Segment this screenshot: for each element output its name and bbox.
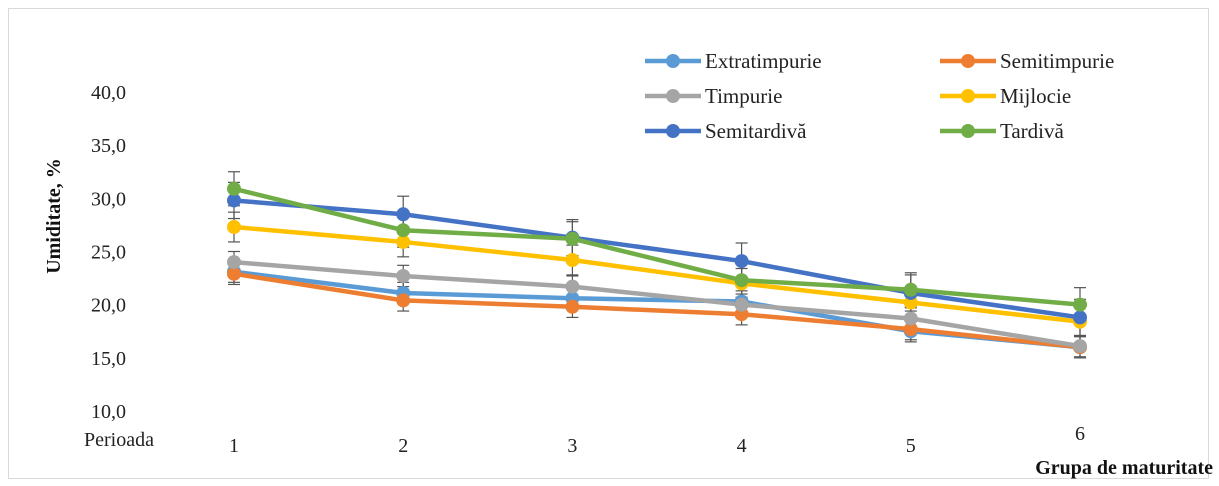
legend-label: Tardivă [1000, 119, 1065, 143]
series-markers [227, 181, 1087, 355]
data-point [396, 207, 411, 222]
data-point [396, 268, 411, 283]
data-point [227, 255, 241, 270]
legend-label: Timpurie [705, 84, 782, 108]
legend-label: Extratimpurie [705, 49, 822, 73]
data-point [396, 293, 411, 308]
data-point [565, 299, 580, 314]
data-point [1073, 310, 1087, 325]
x-tick-label: 2 [398, 435, 408, 457]
error-bars [228, 171, 1086, 359]
data-point [227, 193, 241, 208]
data-point [734, 273, 749, 288]
data-point [903, 322, 918, 337]
y-tick-label: 35,0 [91, 135, 126, 157]
data-point [734, 297, 749, 312]
series-line [231, 271, 1083, 350]
series-line [231, 198, 1083, 320]
legend: Extratimpurie Semitimpurie Timpurie Mijloci… [645, 49, 1114, 143]
data-point [396, 223, 411, 238]
x-tick-label: 1 [229, 435, 239, 457]
data-point [1073, 297, 1087, 312]
legend-swatch-marker [961, 54, 975, 68]
x-tick-label: 6 [1075, 423, 1085, 445]
chart-border [8, 8, 1209, 479]
data-point [396, 234, 411, 249]
legend-label: Semitimpurie [1000, 49, 1114, 73]
x-corner-label: Perioada [84, 429, 154, 451]
legend-label: Mijlocie [1000, 84, 1071, 108]
x-tick-label: 5 [906, 435, 916, 457]
x-axis-ticks: 1 2 3 4 5 6 [229, 423, 1085, 457]
y-axis-title: Umiditate, % [43, 158, 65, 274]
legend-swatch-marker [666, 124, 680, 138]
series-line [231, 259, 1083, 349]
data-point [734, 254, 749, 269]
series-line [231, 224, 1083, 324]
y-tick-label: 10,0 [91, 401, 126, 423]
data-point [734, 307, 749, 322]
y-tick-label: 25,0 [91, 242, 126, 264]
y-tick-label: 30,0 [91, 188, 126, 210]
legend-swatch-marker [666, 89, 680, 103]
series-line [231, 186, 1083, 307]
data-point [227, 181, 241, 196]
legend-swatch-marker [961, 89, 975, 103]
y-axis-ticks: 10,0 15,0 20,0 25,0 30,0 35,0 40,0 [91, 82, 126, 423]
data-point [903, 295, 918, 310]
data-point [903, 282, 918, 297]
data-point [227, 266, 241, 281]
data-point [1073, 339, 1087, 354]
legend-swatch-marker [666, 54, 680, 68]
y-tick-label: 20,0 [91, 295, 126, 317]
data-point [903, 311, 918, 326]
data-point [565, 231, 580, 246]
legend-label: Semitardivă [705, 119, 807, 143]
x-tick-label: 4 [737, 435, 747, 457]
data-point [227, 220, 241, 235]
data-point [565, 253, 580, 268]
series-lines [231, 186, 1083, 350]
y-tick-label: 15,0 [91, 348, 126, 370]
legend-swatch-marker [961, 124, 975, 138]
x-tick-label: 3 [567, 435, 577, 457]
x-axis-title: Grupa de maturitate [1035, 457, 1213, 479]
y-tick-label: 40,0 [91, 82, 126, 104]
data-point [565, 279, 580, 294]
